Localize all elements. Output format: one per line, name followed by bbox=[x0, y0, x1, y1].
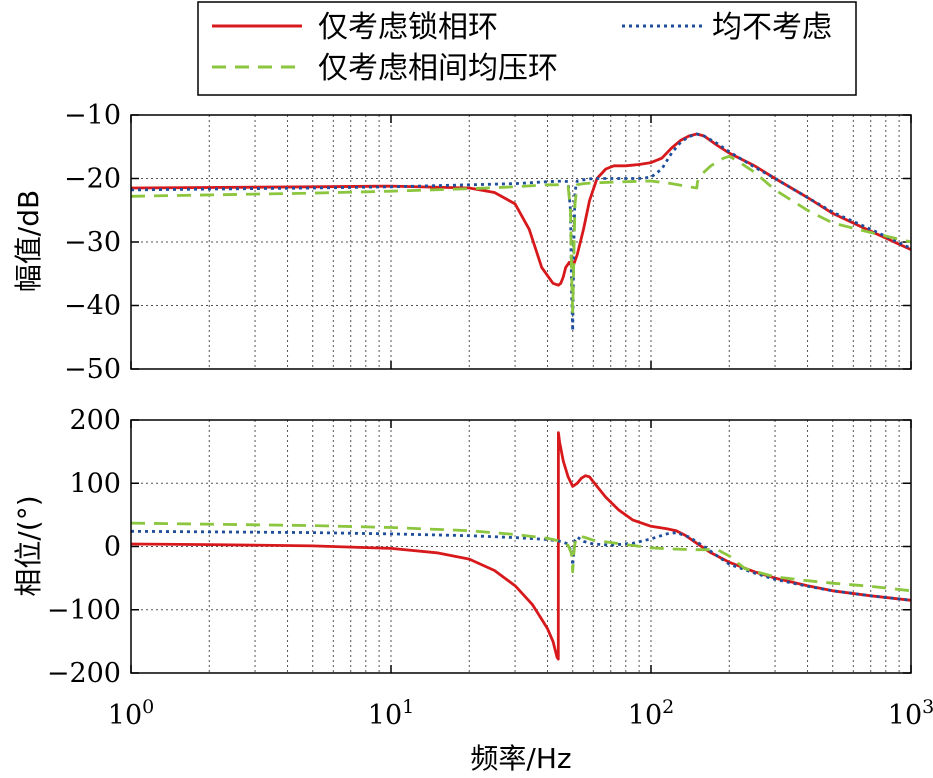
magnitude-series bbox=[130, 132, 912, 333]
y-tick-label: −100 bbox=[47, 595, 121, 626]
x-tick-label: 101 bbox=[368, 696, 414, 731]
y-tick-label: −40 bbox=[64, 291, 121, 322]
phase-y-ticks: −200 −100 0 100 200 bbox=[47, 405, 912, 689]
phase-panel: −200 −100 0 100 200 bbox=[47, 405, 912, 689]
series-line bbox=[130, 132, 912, 333]
series-line bbox=[130, 154, 912, 314]
series-line bbox=[130, 529, 912, 602]
legend-label-ring: 仅考虑相间均压环 bbox=[318, 51, 558, 86]
magnitude-grid bbox=[131, 115, 911, 369]
y-tick-label: −30 bbox=[64, 227, 121, 258]
legend-box bbox=[197, 1, 857, 96]
phase-grid bbox=[131, 420, 911, 673]
phase-frame bbox=[130, 419, 912, 674]
magnitude-frame bbox=[130, 114, 912, 370]
series-line bbox=[130, 521, 912, 593]
y-tick-label: −200 bbox=[47, 658, 121, 689]
legend: 仅考虑锁相环 均不考虑 仅考虑相间均压环 bbox=[197, 1, 857, 96]
phase-ylabel: 相位/(°) bbox=[12, 495, 45, 596]
legend-label-none: 均不考虑 bbox=[712, 10, 832, 45]
x-tick-label: 102 bbox=[628, 696, 674, 731]
x-tick-label: 100 bbox=[108, 696, 154, 731]
magnitude-panel: −50 −40 −30 −20 −10 bbox=[64, 100, 912, 385]
magnitude-ylabel: 幅值/dB bbox=[12, 190, 45, 292]
y-tick-label: −50 bbox=[64, 354, 121, 385]
y-tick-label: 200 bbox=[69, 405, 121, 436]
magnitude-y-ticks: −50 −40 −30 −20 −10 bbox=[64, 100, 912, 385]
x-tick-label: 103 bbox=[888, 696, 933, 731]
series-line bbox=[130, 431, 912, 661]
y-tick-label: 100 bbox=[69, 468, 121, 499]
x-axis-label: 频率/Hz bbox=[470, 742, 571, 775]
phase-series bbox=[130, 431, 912, 661]
legend-label-pll: 仅考虑锁相环 bbox=[318, 10, 498, 45]
y-tick-label: 0 bbox=[104, 532, 121, 563]
y-tick-label: −10 bbox=[64, 100, 121, 131]
series-line bbox=[130, 132, 912, 287]
y-tick-label: −20 bbox=[64, 164, 121, 195]
x-tick-labels: 100 101 102 103 bbox=[108, 696, 933, 731]
